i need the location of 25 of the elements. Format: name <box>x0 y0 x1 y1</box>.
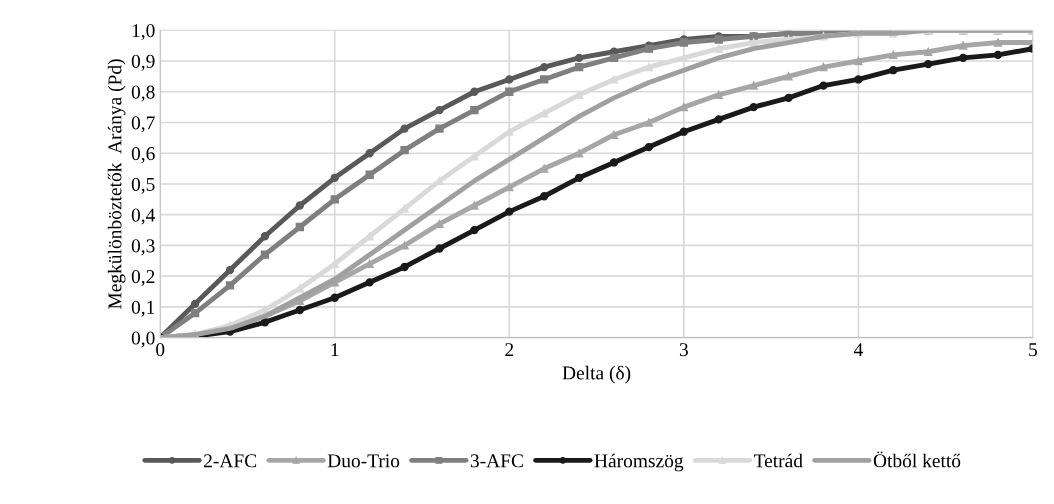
x-tick-label: 5 <box>1029 343 1038 357</box>
x-tick-label: 1 <box>331 343 339 357</box>
y-tick-label: 0,2 <box>131 270 155 286</box>
y-axis-title: Megkülönböztetők Aránya (Pd) <box>107 59 126 309</box>
y-tick-label: 0,7 <box>131 116 155 133</box>
legend-label: Ötből kettő <box>873 451 961 468</box>
y-tick-label: 0,0 <box>131 331 155 348</box>
y-tick-label: 0,3 <box>131 239 155 256</box>
legend-label: 3-AFC <box>470 454 523 468</box>
x-tick-label: 4 <box>853 343 863 357</box>
y-tick-label: 0,9 <box>131 54 155 71</box>
legend-label: 2-AFC <box>204 454 257 468</box>
y-tick-label: 0,6 <box>131 147 155 163</box>
y-tick-label: 1,0 <box>132 24 155 40</box>
y-tick-label: 0,1 <box>131 300 155 317</box>
y-tick-label: 0,5 <box>131 177 155 194</box>
x-axis-title: Delta (δ) <box>562 365 631 384</box>
x-tick-label: 2 <box>505 343 514 357</box>
x-tick-label: 0 <box>156 343 165 357</box>
legend-label: Duo-Trio <box>327 454 400 468</box>
y-tick-label: 0,4 <box>131 208 156 225</box>
y-tick-label: 0,8 <box>131 85 155 102</box>
legend-label: Háromszög <box>594 453 684 472</box>
x-tick-label: 3 <box>679 343 688 357</box>
legend-label: Tetrád <box>753 453 803 468</box>
